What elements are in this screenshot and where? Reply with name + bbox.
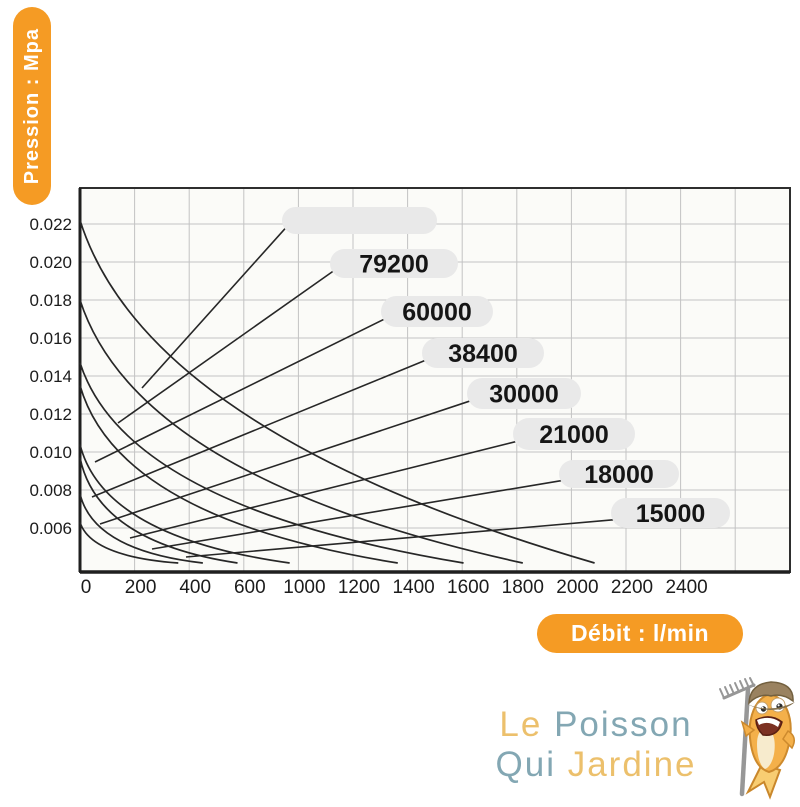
curve-label-pill <box>611 498 730 528</box>
curve-label-pill <box>381 296 493 327</box>
x-tick-label: 600 <box>234 577 266 598</box>
pump-curve <box>79 385 398 564</box>
curve-label-text: 18000 <box>584 461 654 489</box>
logo-line-2: Qui Jardine <box>462 745 730 785</box>
x-tick-label: 2400 <box>665 577 707 598</box>
y-tick-label: 0.016 <box>29 329 72 348</box>
curve-leader-line <box>151 479 565 550</box>
curve-label-text: 60000 <box>402 299 472 327</box>
y-tick-label: 0.008 <box>29 481 72 500</box>
logo-word-le: Le <box>499 705 543 744</box>
pump-curve <box>79 362 464 564</box>
y-tick-label: 0.010 <box>29 443 72 462</box>
brand-logo-text: Le Poisson Qui Jardine <box>462 705 730 785</box>
x-tick-label: 1800 <box>502 577 544 598</box>
pump-curve <box>79 299 523 564</box>
x-tick-label: 0 <box>81 577 92 598</box>
y-tick-label: 0.022 <box>29 215 72 234</box>
curve-leader-line <box>185 518 617 558</box>
logo-line-1: Le Poisson <box>462 705 730 745</box>
pump-curve <box>79 493 203 564</box>
x-tick-label: 1400 <box>392 577 434 598</box>
x-tick-label: 2000 <box>556 577 598 598</box>
y-axis-label: Pression : Mpa <box>20 27 43 185</box>
x-tick-label: 1000 <box>283 577 325 598</box>
x-axis-label-pill: Débit : l/min <box>537 614 743 653</box>
logo-word-jardine: Jardine <box>567 745 697 784</box>
curve-leader-line <box>117 269 336 424</box>
y-tick-label: 0.012 <box>29 405 72 424</box>
curve-label-text: 30000 <box>489 381 559 409</box>
y-tick-label: 0.018 <box>29 291 72 310</box>
curve-label-pill <box>330 249 458 278</box>
y-tick-label: 0.014 <box>29 367 72 386</box>
pump-curve <box>79 522 179 564</box>
x-tick-label: 2200 <box>611 577 653 598</box>
fish-mascot <box>716 676 800 802</box>
pump-curve <box>79 444 290 564</box>
curve-label-pill <box>513 418 635 450</box>
curve-leader-line <box>94 317 387 463</box>
curve-leader-line <box>141 225 288 389</box>
pump-curve <box>79 457 238 564</box>
logo-word-qui: Qui <box>495 745 556 784</box>
x-tick-label: 1200 <box>338 577 380 598</box>
curve-leader-line <box>129 440 519 539</box>
curve-leader-line <box>99 399 473 525</box>
rake-icon <box>719 677 756 797</box>
x-axis-label: Débit : l/min <box>570 620 710 646</box>
curve-label-pill <box>467 378 581 409</box>
curve-label-text: 38400 <box>448 340 518 368</box>
curve-label-text: 79200 <box>359 251 429 279</box>
fish-hat <box>747 681 795 710</box>
curve-label-pill <box>422 338 544 368</box>
y-tick-label: 0.020 <box>29 253 72 272</box>
x-tick-label: 1600 <box>447 577 489 598</box>
curve-label-pill <box>282 207 437 234</box>
x-tick-label: 400 <box>179 577 211 598</box>
y-axis-label-pill: Pression : Mpa <box>13 7 51 205</box>
y-tick-label: 0.006 <box>29 519 72 538</box>
logo-word-poisson: Poisson <box>554 705 693 744</box>
curve-label-pill <box>559 460 679 488</box>
x-tick-label: 200 <box>125 577 157 598</box>
curve-leader-line <box>91 358 428 498</box>
curve-label-text: 15000 <box>636 500 706 528</box>
curve-label-text: 21000 <box>539 421 609 449</box>
fish-mascot-drawing <box>719 677 795 800</box>
pump-curve <box>79 219 595 564</box>
